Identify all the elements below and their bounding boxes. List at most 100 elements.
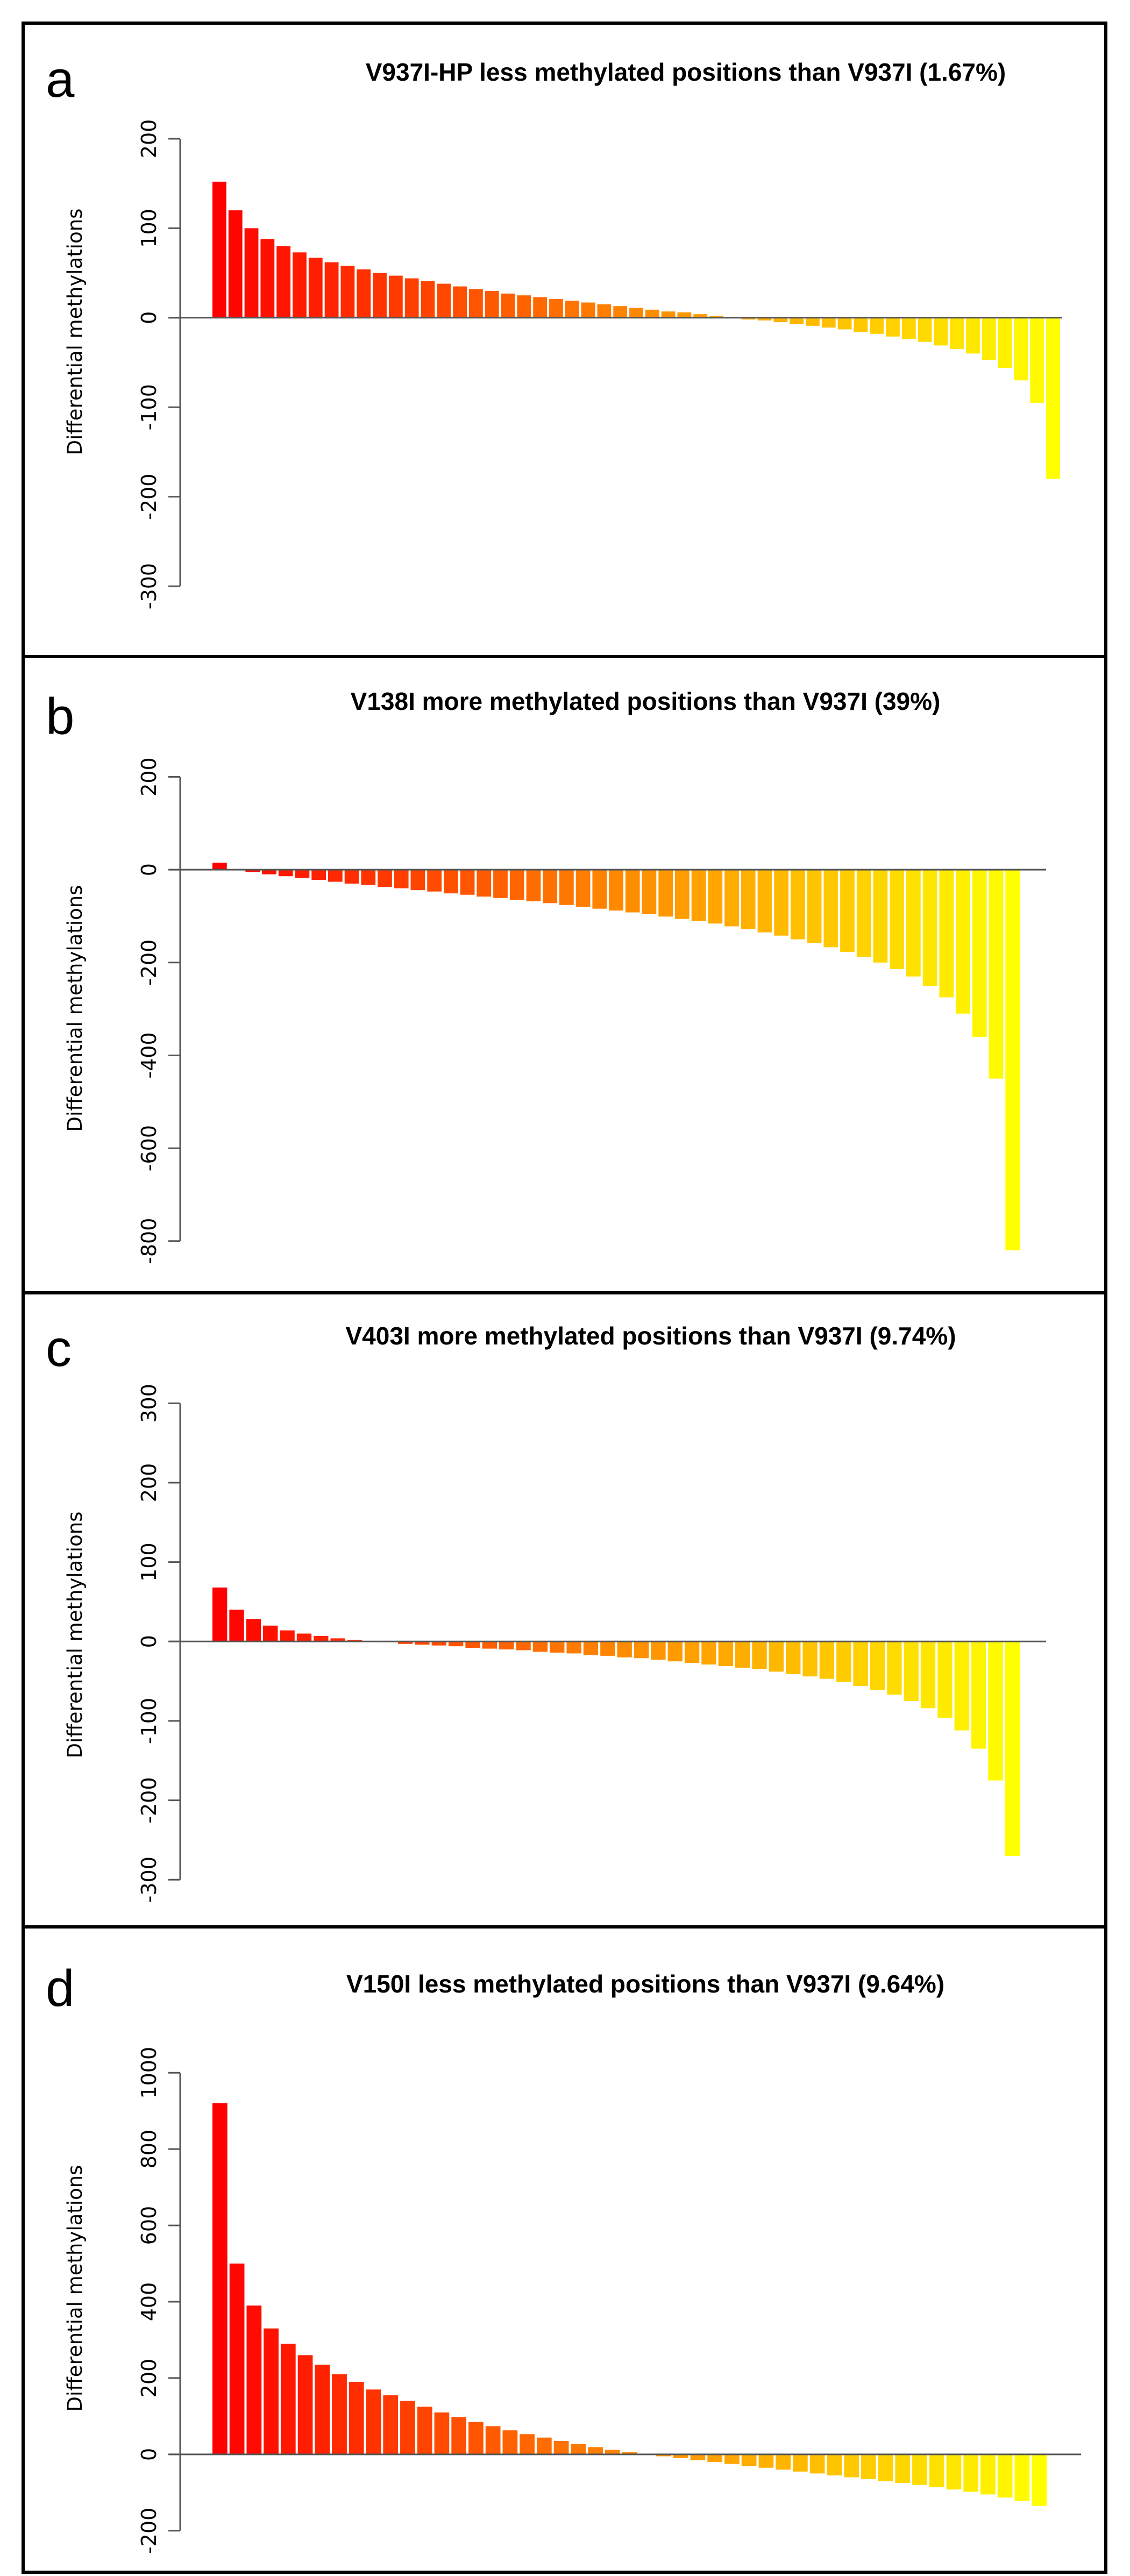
bar	[634, 1641, 649, 1659]
y-tick-label: 200	[137, 119, 161, 159]
bar	[895, 2454, 911, 2484]
bar	[404, 278, 419, 318]
bar	[613, 306, 628, 318]
bar	[786, 1641, 801, 1674]
bar	[263, 1625, 278, 1642]
bar	[296, 1633, 312, 1642]
bar	[856, 870, 871, 957]
bar	[667, 1641, 683, 1662]
bar	[724, 870, 739, 927]
panel-b-letter: b	[46, 688, 74, 745]
bar	[758, 2454, 774, 2468]
bar	[980, 2454, 996, 2495]
bar	[453, 286, 467, 318]
bar	[1005, 870, 1020, 1250]
bar	[677, 312, 692, 318]
bar	[774, 870, 788, 936]
panel-a-title: V937I-HP less methylated positions than …	[366, 58, 1006, 86]
y-tick-label: 0	[137, 863, 161, 876]
bar	[581, 302, 595, 318]
bar	[904, 1641, 919, 1702]
bar	[939, 870, 954, 998]
bar	[417, 2407, 432, 2454]
bar	[853, 1641, 868, 1686]
bar	[330, 1638, 345, 1642]
bar	[280, 2344, 296, 2454]
bar	[597, 304, 612, 318]
bar	[212, 2103, 228, 2454]
y-tick-label: -100	[137, 1698, 161, 1744]
bar	[609, 870, 623, 911]
bar	[262, 870, 276, 874]
bar	[873, 870, 888, 963]
bar	[361, 870, 376, 885]
bar	[451, 2417, 467, 2454]
bar	[887, 1641, 902, 1695]
bar	[735, 1641, 750, 1668]
y-tick-label: 100	[137, 1542, 161, 1582]
panel-a: a V937I-HP less methylated positions tha…	[22, 22, 1107, 658]
bar	[328, 870, 343, 882]
panel-d-letter: d	[46, 1960, 74, 2017]
bar	[366, 2389, 381, 2454]
panel-a-y-axis: 200 100 0 -100 -200 -300	[137, 119, 181, 609]
bar	[520, 2434, 535, 2454]
bar	[400, 2401, 415, 2454]
bar	[690, 2454, 706, 2460]
bar	[870, 317, 884, 334]
bar	[378, 870, 392, 887]
bar	[293, 252, 307, 318]
bar	[1046, 317, 1060, 479]
panel-b: b V138I more methylated positions than V…	[22, 655, 1107, 1294]
bar	[946, 2454, 962, 2490]
bar	[394, 870, 409, 888]
bar	[1014, 2454, 1030, 2501]
bar	[437, 283, 451, 318]
bar	[912, 2454, 927, 2485]
panel-b-title: V138I more methylated positions than V93…	[351, 687, 941, 715]
bar	[707, 2454, 723, 2463]
y-tick-label: 0	[137, 1635, 161, 1648]
bar	[950, 317, 964, 350]
bar	[757, 317, 772, 321]
y-tick-label: 300	[137, 1384, 161, 1423]
panel-d-title: V150I less methylated positions than V93…	[346, 1970, 944, 1998]
bar	[878, 2454, 893, 2481]
panel-c-bars	[169, 1587, 1046, 1856]
bar	[989, 870, 1004, 1079]
bar	[956, 870, 970, 1014]
bar	[1032, 2454, 1047, 2506]
y-tick-label: 0	[137, 2448, 161, 2461]
bar	[276, 246, 291, 318]
bar	[228, 210, 243, 318]
panel-c-title: V403I more methylated positions than V93…	[345, 1322, 956, 1350]
bar	[997, 2454, 1013, 2498]
bar	[823, 870, 838, 948]
y-tick-label: 400	[137, 2282, 161, 2322]
bar	[625, 870, 640, 913]
bar	[651, 1641, 666, 1660]
y-tick-label: -100	[137, 384, 161, 430]
bar	[566, 1641, 581, 1654]
bar	[769, 1641, 784, 1672]
bar	[532, 1641, 548, 1652]
panel-c: c V403I more methylated positions than V…	[22, 1291, 1107, 1929]
bar	[543, 870, 557, 903]
bar	[757, 870, 772, 933]
bar	[966, 317, 980, 354]
bar	[246, 1619, 261, 1642]
bar	[870, 1641, 885, 1690]
bar	[434, 2412, 450, 2454]
bar	[701, 1641, 716, 1665]
bar	[444, 870, 458, 894]
bar	[792, 2454, 808, 2472]
bar	[741, 870, 756, 929]
bar	[575, 870, 591, 907]
bar	[741, 2454, 757, 2466]
bar	[260, 239, 275, 318]
bar	[836, 1641, 851, 1682]
bar	[549, 298, 563, 318]
bar	[349, 2382, 364, 2454]
bar	[809, 2454, 825, 2474]
bar	[314, 1635, 329, 1642]
